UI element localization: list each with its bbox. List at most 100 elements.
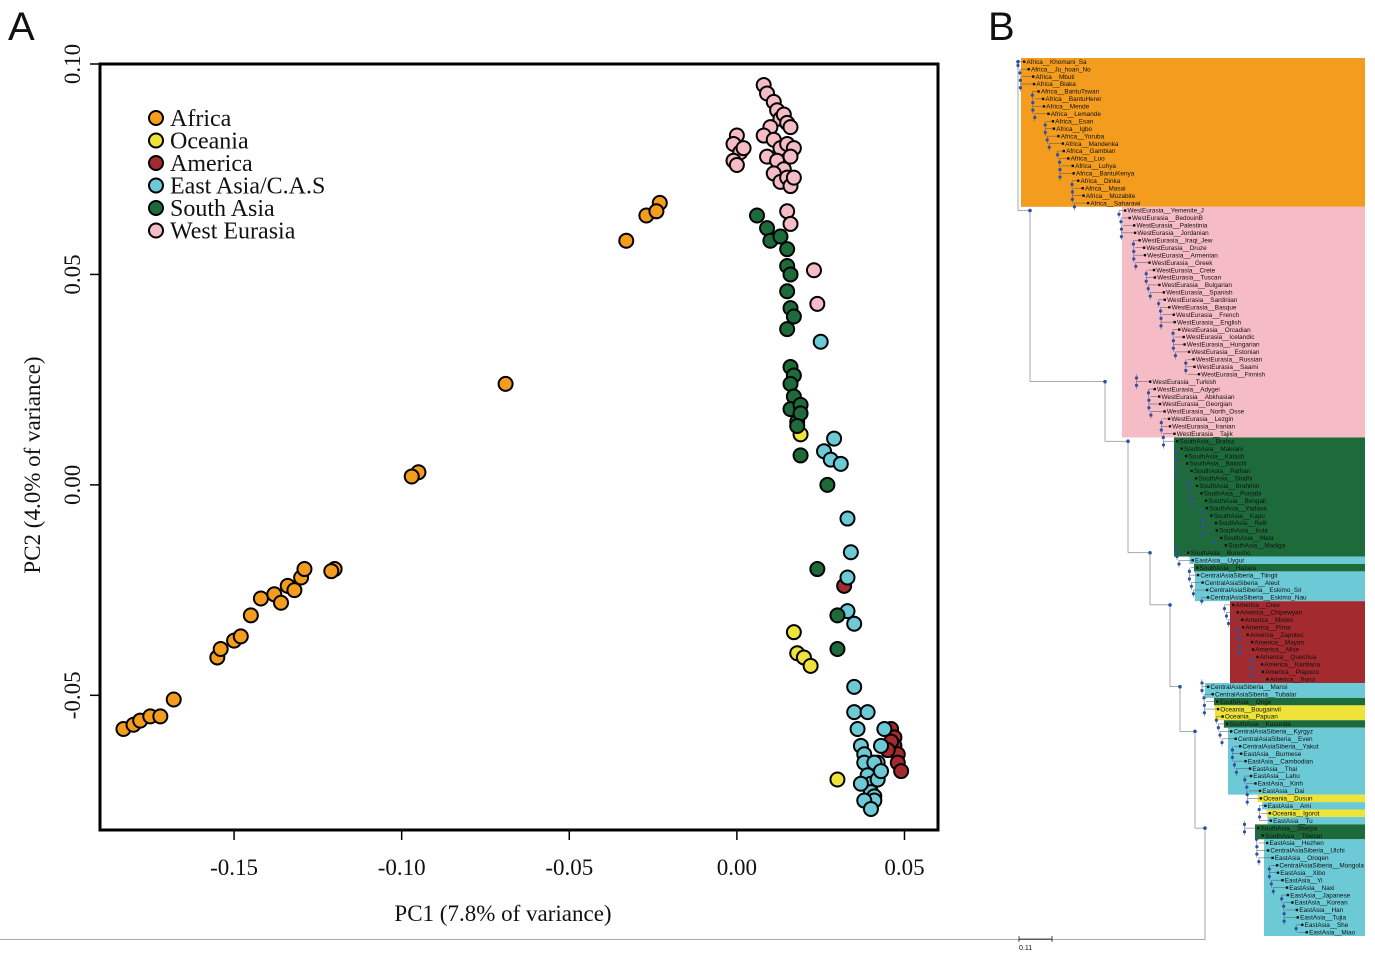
node-marker (1072, 205, 1076, 209)
tip-label: WestEurasia__Yemenite_J (1128, 208, 1204, 215)
tip-label: EastAsia__Burmese (1243, 751, 1301, 758)
node-marker (1126, 439, 1130, 443)
data-point (846, 615, 863, 632)
data-point (779, 283, 796, 300)
tip-label: Africa__Khomani_Sa (1027, 59, 1087, 66)
tip-label: EastAsia__Ami (1268, 803, 1311, 810)
data-point (648, 203, 665, 220)
node-marker (1173, 354, 1177, 358)
x-tick-label: -0.10 (378, 855, 426, 880)
tip-label: WestEurasia__Finnish (1201, 371, 1265, 378)
node-marker (1189, 584, 1193, 588)
tip-label: CentralAsiaSiberia__Tlingit (1200, 572, 1277, 579)
node-marker (1190, 502, 1194, 507)
tip-marker (1207, 685, 1210, 688)
node-marker (1174, 458, 1178, 462)
node-marker (1134, 264, 1138, 268)
tip-marker (1185, 454, 1188, 458)
data-point (728, 157, 745, 174)
tip-marker (1158, 283, 1161, 287)
tip-marker (1173, 320, 1176, 324)
tip-label: WestEurasia__Icelandic (1186, 334, 1255, 341)
tip-marker (1232, 603, 1235, 607)
tip-marker (1081, 187, 1084, 190)
tip-label: EastAsia__Japanese (1290, 892, 1350, 899)
tip-marker (1042, 105, 1046, 108)
y-tick-label: 0.00 (60, 465, 85, 505)
node-marker (1117, 212, 1121, 216)
tip-label: SouthAsia__Sindhi (1198, 476, 1252, 483)
tip-label: EastAsia__Dai (1262, 788, 1304, 795)
node-marker (1184, 368, 1188, 373)
tip-marker (1051, 120, 1055, 123)
tip-label: Africa__Masai (1085, 185, 1126, 192)
tip-marker (1032, 75, 1035, 78)
tip-marker (1266, 678, 1269, 681)
tip-marker (1062, 149, 1065, 153)
node-marker (1222, 607, 1227, 611)
node-marker (1174, 465, 1178, 469)
x-tick-label: 0.00 (717, 855, 757, 880)
tip-label: SouthAsia__Mala (1224, 535, 1275, 542)
data-point (782, 119, 799, 136)
tip-marker (1192, 358, 1195, 361)
node-marker (1245, 793, 1249, 797)
tip-label: CentralAsiaSiberia__Kyrgyz (1234, 729, 1314, 736)
tip-marker (1210, 514, 1213, 517)
tip-label: America__Cree (1236, 602, 1281, 609)
node-marker (1280, 897, 1284, 901)
node-marker (1200, 681, 1204, 685)
tip-label: America__Surui (1270, 676, 1315, 683)
group-band (1194, 563, 1365, 572)
group-band (1021, 58, 1365, 207)
node-marker (1202, 711, 1206, 715)
tip-label: SouthAsia__Kusunda (1229, 721, 1291, 728)
data-point (805, 262, 822, 279)
node-marker (1070, 182, 1074, 187)
node-marker (1177, 562, 1181, 566)
tip-marker (1204, 499, 1208, 502)
node-marker (1045, 138, 1049, 142)
node-marker (1018, 78, 1023, 82)
tip-label: WestEurasia__Abkhasian (1162, 394, 1236, 401)
tip-label: SouthAsia__Kalash (1189, 453, 1245, 460)
tip-marker (1195, 484, 1199, 488)
tip-marker (1072, 172, 1075, 175)
tip-marker (1057, 134, 1060, 138)
tip-label: WestEurasia__Orcadian (1182, 327, 1252, 334)
data-point (273, 594, 290, 611)
data-point (782, 266, 799, 283)
node-marker (1058, 168, 1062, 172)
node-marker (1161, 435, 1165, 440)
tip-marker (1214, 521, 1218, 525)
node-marker (1134, 383, 1139, 387)
tip-label: Africa__Yoruba (1061, 133, 1105, 140)
node-marker (1243, 778, 1247, 782)
tip-marker (1082, 194, 1085, 197)
data-point (876, 720, 893, 737)
group-band (1174, 437, 1365, 557)
group-band (1267, 816, 1365, 825)
node-marker (1159, 309, 1163, 313)
node-marker (1235, 629, 1239, 633)
node-marker (1159, 324, 1163, 328)
tip-label: SouthAsia__Bengali (1208, 498, 1266, 505)
tip-marker (1261, 670, 1265, 674)
data-point (212, 641, 229, 658)
tip-label: Africa__Ju_hoan_No (1031, 66, 1091, 73)
node-marker (1213, 540, 1217, 544)
legend-marker (148, 155, 164, 171)
node-marker (1134, 376, 1139, 380)
node-marker (1028, 208, 1032, 213)
x-tick-label: -0.05 (545, 855, 593, 880)
data-point (849, 720, 866, 737)
tip-label: Africa__BantuHerer (1045, 96, 1102, 103)
tip-label: America__Mixe (1255, 647, 1299, 654)
tip-marker (1061, 142, 1065, 145)
tip-marker (1196, 573, 1200, 577)
pca-axes: -0.15 -0.10 -0.05 0.00 0.05 -0.05 0.00 0.05 0.10 (60, 44, 925, 880)
tip-label: EastAsia__Naxi (1289, 885, 1334, 892)
tip-label: WestEurasia__Lezgin (1171, 416, 1233, 423)
tip-marker (1185, 462, 1189, 465)
node-marker (1161, 443, 1166, 447)
